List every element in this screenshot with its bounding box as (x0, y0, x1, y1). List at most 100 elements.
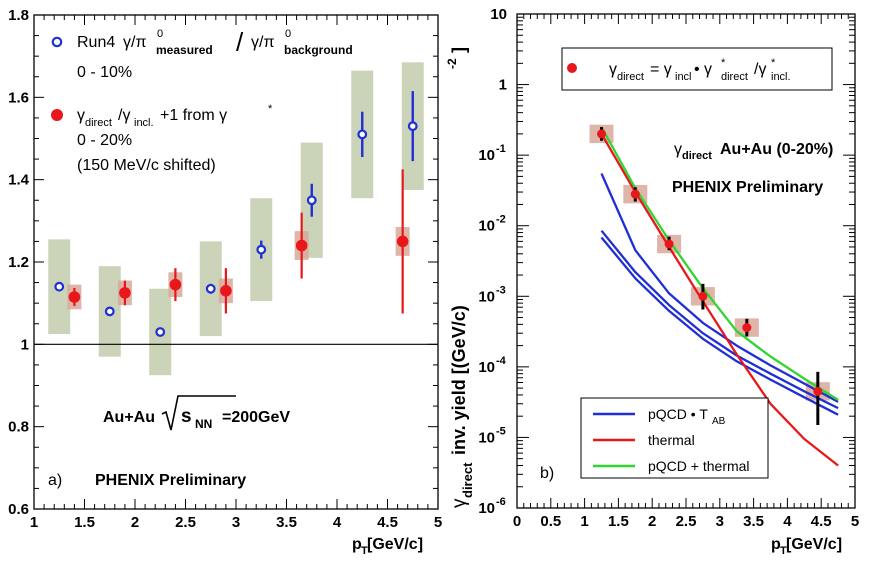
xlabel-b-rest: [GeV/c] (786, 536, 842, 553)
legend-red-tail: +1 from γ (160, 107, 227, 124)
annotation-auau: Au+Au (103, 409, 155, 426)
y-tick-label-exp: -6 (496, 496, 506, 508)
y-tick-label-exp: -1 (496, 143, 506, 155)
legend-run4-range: 0 - 10% (77, 64, 132, 81)
y-tick-label-exp: -4 (496, 355, 507, 367)
y-tick-label-base: 10 (478, 500, 495, 517)
panel-a-systematic-bands (48, 62, 424, 376)
curve-line (600, 229, 839, 410)
legend-red-range: 0 - 20% (77, 132, 132, 149)
panel-a-data-marks (54, 91, 418, 337)
curve-line (600, 173, 839, 403)
panel-b-ylabel: γ direct inv. yield [(GeV/c) -2 ] (445, 47, 475, 508)
panel-b-systematic-boxes (589, 124, 830, 401)
x-tick-label: 3 (232, 514, 240, 531)
blue-open-point (407, 121, 418, 132)
xlabel-sub: T (361, 545, 368, 557)
legend-run4-formula-b: γ/π (251, 34, 274, 51)
tl-sub-direct2: direct (721, 71, 748, 83)
tl-star1: * (721, 57, 726, 69)
x-tick-label: 3.5 (276, 514, 297, 531)
tl-sub-incl2: incl. (771, 71, 791, 83)
xlabel-rest: [GeV/c] (367, 536, 423, 553)
panel-a-label: a) (48, 472, 62, 489)
x-tick-label: 3 (716, 513, 724, 530)
y-tick-label: 1.4 (8, 172, 30, 189)
title-gamma: γ (674, 141, 682, 158)
panel-a-preliminary: PHENIX Preliminary (95, 472, 246, 489)
x-tick-label: 4.5 (377, 514, 398, 531)
y-tick-label: 1.8 (8, 7, 29, 24)
annotation-s: s (181, 406, 192, 427)
x-tick-label: 1 (30, 514, 38, 531)
tl-bullet: • γ (694, 61, 712, 78)
tl-slash: /γ (754, 61, 766, 78)
y-tick-label: 0.6 (8, 501, 29, 518)
x-tick-label: 5 (851, 513, 859, 530)
y-tick-label-exp: -2 (496, 214, 506, 226)
red-filled-point (396, 235, 409, 248)
ylabel-gamma: γ (449, 498, 470, 508)
panel-b-label: b) (540, 465, 554, 482)
y-tick-label: 0.8 (8, 419, 29, 436)
legend-red-sub-direct: direct (85, 117, 112, 129)
legend-open-circle-marker (51, 36, 63, 48)
legend-run4-sup-b: 0 (285, 28, 291, 40)
x-tick-label: 4 (783, 513, 792, 530)
legend-run4-sub-a: measured (156, 43, 213, 57)
data-point (698, 291, 708, 301)
annotation-nn: NN (195, 417, 212, 431)
curve-line (600, 133, 839, 467)
y-tick-label-base: 10 (478, 288, 495, 305)
panel-a-frame (33, 14, 439, 510)
panel-a-xlabel: p T [GeV/c] (352, 536, 423, 557)
y-tick-label-base: 10 (478, 359, 495, 376)
x-tick-label: 1.5 (74, 514, 95, 531)
blue-open-point (357, 129, 368, 140)
panel-b-title: γ direct Au+Au (0-20%) PHENIX Preliminar… (672, 141, 833, 196)
blue-open-point (306, 195, 317, 206)
curve-line (600, 126, 839, 401)
panel-b-preliminary: PHENIX Preliminary (672, 179, 823, 196)
top-legend-marker (567, 63, 577, 73)
y-tick-label: 1.6 (8, 89, 29, 106)
tl-eq: = γ (650, 61, 672, 78)
y-tick-label-base: 1 (499, 77, 507, 94)
legend-label: thermal (648, 432, 695, 448)
legend-filled-circle-marker (51, 109, 63, 121)
legend-run4: Run4 γ/π 0 measured / γ/π 0 background 0… (51, 27, 353, 81)
x-tick-label: 5 (434, 514, 442, 531)
xlabel-p: p (352, 536, 362, 553)
legend-red-star: * (268, 103, 273, 115)
red-filled-point (119, 287, 131, 299)
panel-a-chart: 1 1.5 2 2.5 3 3.5 4 4.5 5 0.6 0.8 1 1.2 1.4 1.6 1.8 Run… (8, 7, 442, 557)
curve-line (600, 236, 839, 416)
x-tick-label: 1.5 (608, 513, 629, 530)
sqrt-sign (161, 395, 236, 431)
legend-run4-formula-a: γ/π (123, 34, 146, 51)
legend-red-sub-incl: incl. (134, 117, 154, 129)
blue-open-point (104, 306, 115, 317)
ylabel-rest: inv. yield [(GeV/c) (449, 305, 469, 455)
x-tick-label: 1 (580, 513, 588, 530)
panel-b-xlabel: p T [GeV/c] (771, 536, 842, 557)
legend-label: pQCD + thermal (648, 458, 750, 474)
y-tick-label-base: 10 (478, 147, 495, 164)
data-point (813, 386, 823, 396)
legend-run4-sup-a: 0 (157, 28, 163, 40)
legend-run4-sub-b: background (284, 43, 353, 57)
tl-star2: * (771, 57, 776, 69)
tl-sub-incl: incl (675, 71, 692, 83)
data-point (630, 189, 640, 199)
red-filled-point (68, 291, 81, 303)
tl-sub-direct: direct (617, 71, 644, 83)
legend-red-gamma: γ (77, 107, 85, 124)
x-tick-label: 3.5 (743, 513, 764, 530)
x-tick-label: 2.5 (175, 514, 196, 531)
title-rest: Au+Au (0-20%) (720, 141, 833, 158)
tl-gamma: γ (609, 61, 617, 78)
xlabel-b-sub: T (780, 545, 787, 557)
data-point (664, 239, 674, 249)
panel-b-axis-ticks: 0 0.5 1 1.5 2 2.5 3 3.5 4 4.5 510-610-510-410 -310-… (478, 6, 859, 530)
